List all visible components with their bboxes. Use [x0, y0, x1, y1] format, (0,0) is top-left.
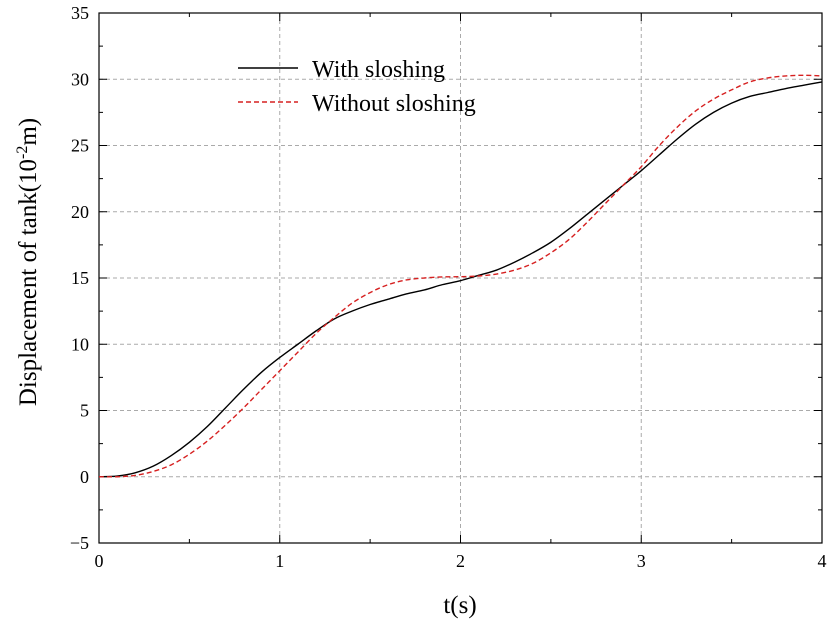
- y-tick-label: 20: [71, 202, 89, 222]
- y-tick-labels: −5 0 5 10 15 20 25 30 35: [70, 3, 89, 553]
- series-line-with-sloshing: [98, 81, 823, 478]
- y-tick-label: 15: [71, 268, 89, 288]
- grid: [99, 13, 822, 543]
- y-tick-label: 35: [71, 3, 89, 23]
- series-layer: [98, 74, 823, 478]
- x-tick-label: 4: [818, 551, 827, 571]
- y-axis-label-main: Displacement of tank(10: [15, 159, 42, 406]
- axis-ticks: [98, 12, 823, 544]
- x-tick-labels: 0 1 2 3 4: [95, 551, 827, 571]
- legend-label-with-sloshing: With sloshing: [312, 57, 445, 83]
- x-tick-label: 3: [637, 551, 646, 571]
- y-axis-label-unit: m): [15, 118, 42, 146]
- y-axis-label-exponent: -2: [14, 146, 31, 159]
- x-tick-label: 0: [95, 551, 104, 571]
- y-tick-label: 25: [71, 136, 89, 156]
- y-tick-label: −5: [70, 533, 89, 553]
- legend-label-without-sloshing: Without sloshing: [312, 91, 476, 117]
- x-tick-label: 2: [456, 551, 465, 571]
- y-tick-label: 5: [80, 401, 89, 421]
- legend: With sloshing Without sloshing: [238, 57, 476, 117]
- x-axis-label: t(s): [443, 592, 476, 619]
- y-tick-label: 10: [71, 334, 89, 354]
- x-tick-label: 1: [275, 551, 284, 571]
- y-axis-label: Displacement of tank(10-2m): [14, 118, 42, 406]
- y-tick-label: 0: [80, 467, 89, 487]
- y-tick-label: 30: [71, 69, 89, 89]
